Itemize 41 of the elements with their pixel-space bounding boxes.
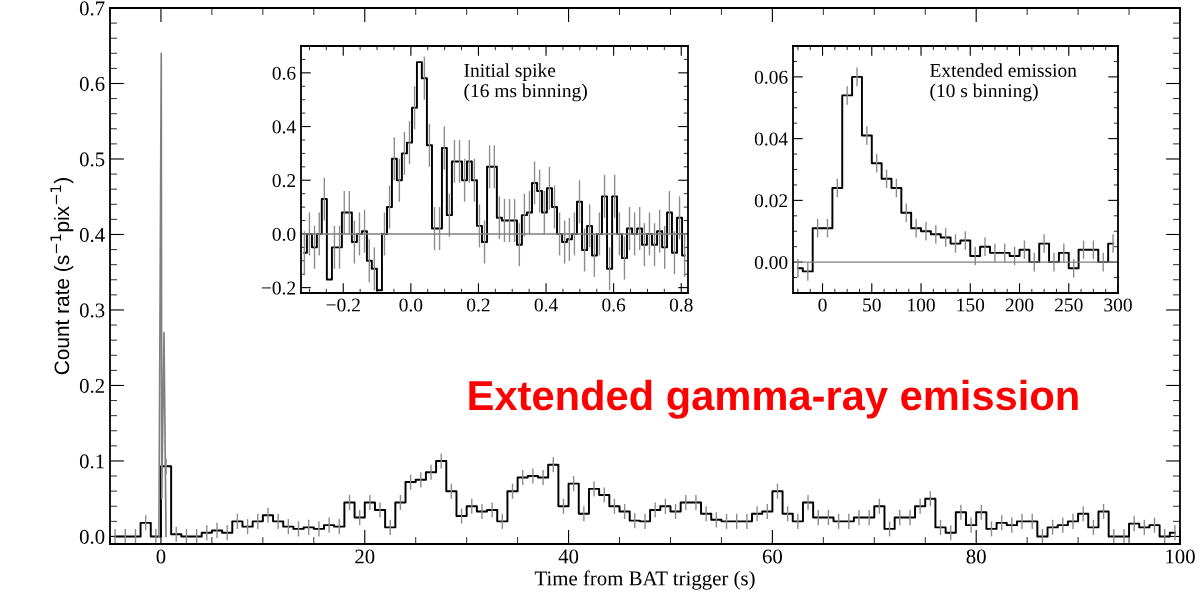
x-tick-label: 0	[156, 549, 166, 564]
y-tick-label: 0.1	[79, 454, 104, 469]
y-tick-label: 0.0	[272, 227, 296, 241]
y-tick-label: 0.5	[79, 152, 105, 167]
y-tick-label: 0.6	[79, 76, 105, 92]
x-tick-label: 300	[1104, 298, 1132, 312]
y-tick-label: 0.2	[272, 174, 296, 188]
y-tick-label: 0.04	[754, 132, 788, 146]
y-axis-title: Count rate (s$^{−1}$pix$^{−1}$)	[50, 178, 74, 375]
x-tick-label: 60	[762, 549, 782, 564]
x-tick-label: 200	[1005, 298, 1034, 312]
x-tick-label: 0.0	[399, 298, 423, 312]
x-tick-label: 80	[966, 549, 986, 564]
y-tick-label: −0.2	[261, 281, 296, 295]
x-tick-label: −0.2	[326, 298, 360, 312]
y-tick-label: 0.06	[754, 70, 788, 84]
x-axis-title: Time from BAT trigger (s)	[534, 570, 755, 590]
x-tick-label: 250	[1055, 298, 1083, 312]
annotation: Extended emission (10 s binning)	[930, 63, 1077, 102]
x-tick-label: 0.2	[467, 298, 490, 312]
y-tick-label: 0.02	[754, 194, 788, 208]
y-tick-label: 0.6	[272, 66, 296, 80]
x-tick-label: 40	[558, 549, 579, 564]
x-tick-label: 20	[355, 549, 375, 564]
y-tick-label: 0.4	[79, 227, 105, 242]
y-tick-label: 0.3	[79, 303, 105, 318]
y-tick-label: 0.00	[754, 255, 788, 270]
annotation: Extended gamma-ray emission	[469, 379, 1078, 419]
x-tick-label: 0.4	[534, 298, 558, 312]
x-tick-label: 0.6	[602, 298, 626, 312]
x-tick-label: 0.8	[669, 298, 693, 312]
x-tick-label: 100	[908, 298, 935, 312]
y-tick-label: 0.7	[79, 1, 105, 16]
y-tick-label: 0.4	[272, 120, 296, 134]
x-tick-label: 0	[818, 298, 827, 312]
x-tick-label: 150	[957, 298, 985, 312]
y-tick-label: 0.0	[79, 529, 105, 544]
annotation: Initial spike (16 ms binning)	[464, 63, 587, 102]
y-tick-label: 0.2	[79, 378, 104, 393]
x-tick-label: 50	[863, 298, 881, 312]
x-tick-label: 100	[1166, 549, 1195, 564]
